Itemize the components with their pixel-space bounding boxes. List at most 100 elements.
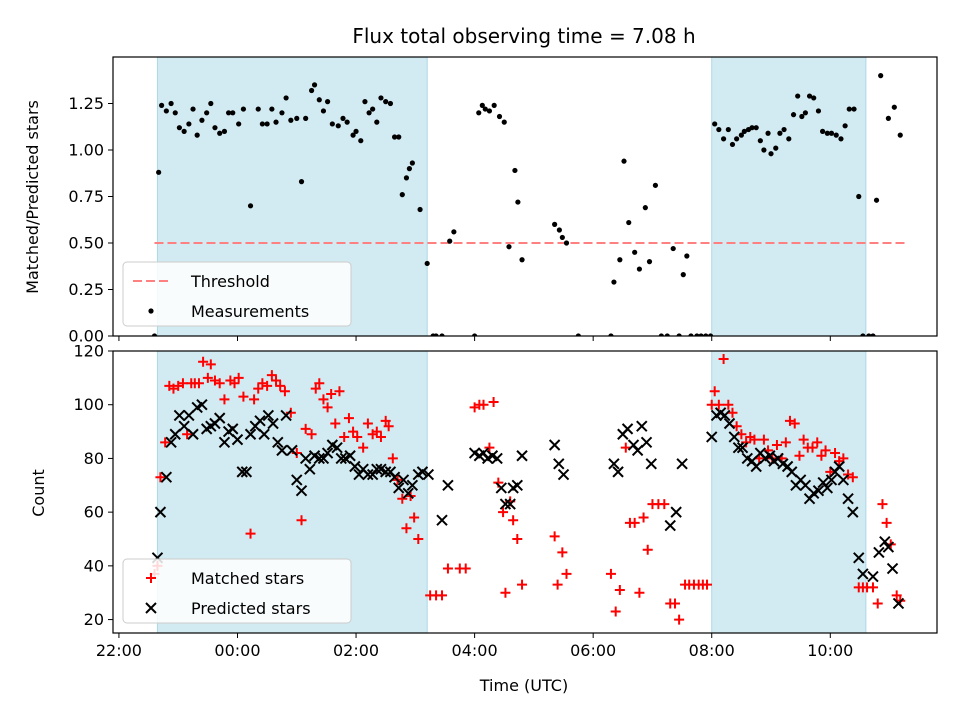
matched-stars-point <box>634 587 645 598</box>
measurement-point <box>320 108 327 114</box>
measurement-point <box>838 136 844 142</box>
measurement-point <box>712 121 718 127</box>
predicted-stars-point <box>187 428 199 440</box>
measurement-point <box>860 333 866 336</box>
measurement-point <box>716 126 722 133</box>
top-legend: Threshold Measurements <box>122 261 352 327</box>
matched-stars-point <box>380 415 391 426</box>
predicted-stars-point <box>422 468 435 481</box>
measurement-point <box>786 136 792 142</box>
predicted-stars-point <box>786 466 798 478</box>
measurement-point <box>646 259 653 265</box>
predicted-stars-point <box>169 428 181 440</box>
measurement-point <box>878 73 884 79</box>
measurement-point <box>795 93 801 99</box>
measurement-point <box>734 136 740 142</box>
measurement-point <box>269 106 275 112</box>
predicted-stars-point <box>165 436 177 449</box>
measurement-point <box>230 110 236 116</box>
measurement-point <box>482 106 488 112</box>
measurement-point <box>506 244 512 250</box>
predicted-stars-point <box>825 474 838 486</box>
measurement-point <box>729 141 736 148</box>
top-panel: 0.00 0.25 0.50 0.75 1.00 1.25 Threshold Measure… <box>68 56 938 346</box>
bottom-y-tick-label: 100 <box>73 395 104 414</box>
matched-stars-point <box>271 375 282 386</box>
matched-stars-point <box>659 499 670 510</box>
measurement-point <box>698 333 704 336</box>
matched-stars-point <box>807 442 818 453</box>
predicted-stars-point <box>196 399 208 411</box>
measurement-point <box>501 119 507 125</box>
measurement-point <box>316 97 322 103</box>
measurement-point <box>519 257 525 263</box>
matched-stars-point <box>233 372 244 383</box>
predicted-stars-point <box>344 450 356 462</box>
matched-stars-point <box>330 418 341 429</box>
matched-stars-point <box>820 445 831 456</box>
predicted-stars-point <box>262 409 275 422</box>
top-y-tick-label: 1.25 <box>68 94 104 113</box>
measurement-point <box>642 205 648 211</box>
measurement-point <box>378 95 384 101</box>
predicted-stars-point <box>240 466 253 478</box>
matched-stars-point <box>238 391 249 402</box>
matched-stars-point <box>478 399 489 410</box>
predicted-stars-point <box>664 519 676 532</box>
predicted-stars-point <box>154 506 167 518</box>
matched-stars-point <box>484 442 495 453</box>
matched-stars-point <box>362 418 373 429</box>
x-tick-label: 02:00 <box>333 641 379 660</box>
measurement-point <box>370 106 376 112</box>
measurement-point <box>399 192 405 198</box>
predicted-stars-point <box>833 460 845 473</box>
legend-label: Matched stars <box>191 569 304 588</box>
predicted-stars-point <box>321 447 334 459</box>
matched-stars-point <box>310 383 321 394</box>
matched-stars-point <box>266 370 277 381</box>
measurement-point <box>799 113 805 120</box>
matched-stars-point <box>205 359 216 370</box>
matched-stars-point <box>749 434 760 445</box>
matched-stars-point <box>701 579 712 590</box>
matched-stars-point <box>262 380 273 391</box>
predicted-stars-point <box>178 420 190 432</box>
measurement-point <box>186 121 192 127</box>
measurement-point <box>181 128 187 134</box>
measurement-point <box>387 100 394 107</box>
measurement-point <box>311 82 318 88</box>
measurement-point <box>680 272 686 278</box>
measurement-point <box>851 106 857 112</box>
predicted-stars-point <box>495 482 507 494</box>
measurement-point <box>870 333 876 336</box>
measurement-point <box>658 333 664 336</box>
predicted-stars-point <box>821 482 834 494</box>
measurement-point <box>552 221 558 227</box>
measurement-point <box>652 182 659 188</box>
bottom-y-tick-label: 120 <box>73 342 104 361</box>
measurement-point <box>255 106 261 112</box>
measurement-point <box>194 132 200 138</box>
legend-predicted-swatch <box>145 602 157 614</box>
measurement-point <box>476 110 482 116</box>
measurement-point <box>621 158 627 164</box>
predicted-stars-point <box>244 428 257 440</box>
measurement-point <box>688 333 694 336</box>
measurement-point <box>828 130 835 136</box>
measurement-point <box>303 115 309 121</box>
measurement-point <box>208 100 214 107</box>
matched-stars-point <box>561 568 572 579</box>
matched-stars-point <box>512 534 523 544</box>
measurement-point <box>790 112 797 118</box>
predicted-stars-point <box>436 514 448 526</box>
measurement-point <box>433 333 439 336</box>
measurement-point <box>288 117 294 123</box>
matched-stars-point <box>460 563 471 574</box>
measurement-point <box>636 266 643 272</box>
predicted-stars-point <box>379 466 392 478</box>
measurement-point <box>424 260 430 267</box>
predicted-stars-point <box>882 541 895 553</box>
matched-stars-point <box>358 442 369 453</box>
matched-stars-point <box>279 386 290 397</box>
measurement-point <box>885 115 891 121</box>
